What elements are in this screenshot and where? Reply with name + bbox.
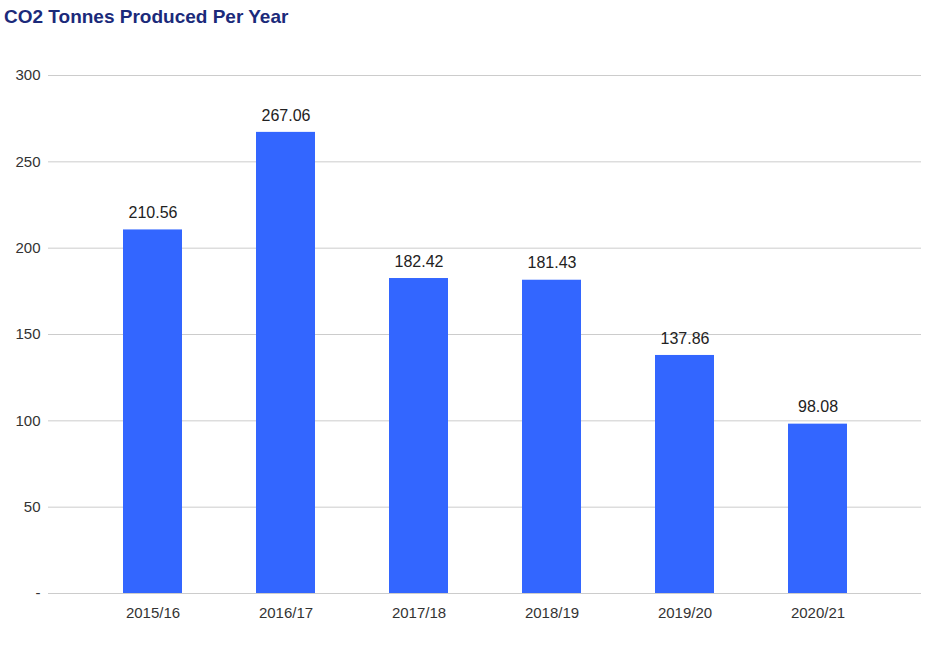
- svg-text:182.42: 182.42: [395, 253, 444, 270]
- svg-text:2017/18: 2017/18: [392, 604, 446, 621]
- svg-text:-: -: [36, 584, 41, 601]
- svg-text:50: 50: [24, 498, 41, 515]
- svg-text:2015/16: 2015/16: [126, 604, 180, 621]
- svg-text:181.43: 181.43: [528, 254, 577, 271]
- svg-text:210.56: 210.56: [129, 204, 178, 221]
- svg-text:100: 100: [15, 412, 40, 429]
- svg-text:2016/17: 2016/17: [259, 604, 313, 621]
- svg-text:2018/19: 2018/19: [525, 604, 579, 621]
- svg-text:2019/20: 2019/20: [658, 604, 712, 621]
- svg-text:200: 200: [15, 239, 40, 256]
- svg-text:137.86: 137.86: [661, 330, 710, 347]
- html-text:CO2 Tonnes Produced Per Year: CO2 Tonnes Produced Per Year: [4, 6, 289, 27]
- svg-text:300: 300: [15, 66, 40, 83]
- svg-text:98.08: 98.08: [798, 398, 838, 415]
- svg-text:250: 250: [15, 153, 40, 170]
- svg-text:2020/21: 2020/21: [791, 604, 845, 621]
- svg-text:150: 150: [15, 325, 40, 342]
- svg-text:267.06: 267.06: [262, 106, 311, 123]
